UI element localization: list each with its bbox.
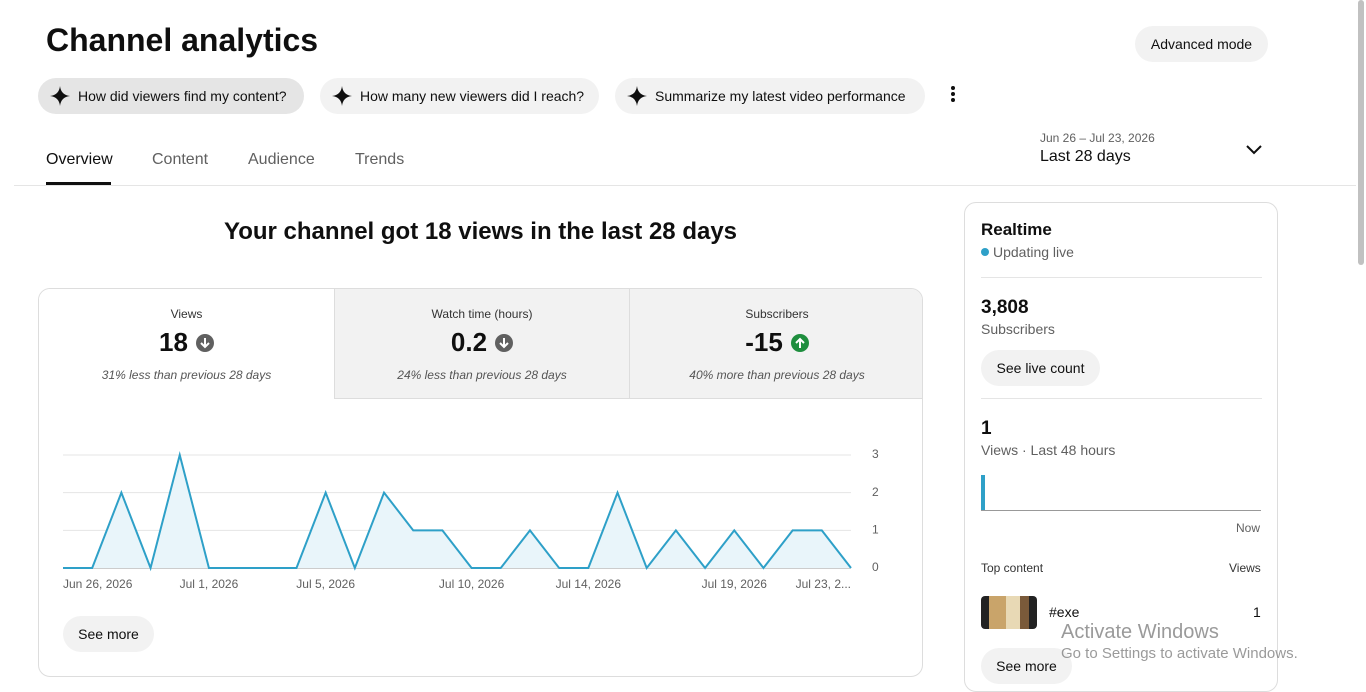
metric-change: 24% less than previous 28 days	[397, 368, 567, 382]
now-label: Now	[1236, 521, 1261, 535]
tab[interactable]: Overview	[46, 151, 113, 168]
metric-tile[interactable]: Subscribers -15 40% more than previous 2…	[629, 289, 922, 399]
more-menu[interactable]	[946, 84, 960, 104]
divider	[981, 277, 1262, 278]
metric-tile[interactable]: Watch time (hours) 0.2 24% less than pre…	[334, 289, 629, 399]
date-label[interactable]: Last 28 days	[1040, 148, 1131, 165]
see-more-button[interactable]: See more	[63, 616, 154, 652]
x-tick-label: Jul 23, 2...	[796, 577, 851, 591]
metric-value: -15	[745, 327, 783, 357]
metric-name: Views	[170, 307, 203, 321]
y-tick-label: 3	[872, 447, 879, 461]
divider	[981, 398, 1262, 399]
y-tick-label: 1	[872, 523, 879, 537]
x-tick-label: Jun 26, 2026	[63, 577, 133, 591]
metric-name: Watch time (hours)	[431, 307, 533, 321]
scrollbar[interactable]	[1358, 0, 1364, 265]
suggestion-chip[interactable]: How did viewers find my content?	[38, 78, 304, 114]
tab[interactable]: Audience	[248, 151, 315, 168]
metric-tile[interactable]: Views 18 31% less than previous 28 days	[39, 289, 334, 399]
views-header: Views	[1229, 561, 1261, 575]
x-tick-label: Jul 10, 2026	[439, 577, 505, 591]
suggestion-text: How did viewers find my content?	[78, 88, 287, 104]
tab[interactable]: Content	[152, 151, 209, 168]
metric-value: 0.2	[450, 327, 488, 357]
item-views: 1	[1253, 604, 1261, 620]
y-tick-label: 2	[872, 485, 879, 499]
suggestion-chip[interactable]: Summarize my latest video performance	[615, 78, 925, 114]
watermark-title: Activate Windows	[1061, 621, 1219, 643]
dropdown-icon[interactable]	[1244, 143, 1264, 157]
tab-underline	[46, 182, 111, 185]
page-title: Channel analytics	[46, 22, 319, 58]
y-tick-label: 0	[872, 560, 879, 574]
x-tick-label: Jul 1, 2026	[180, 577, 239, 591]
views-label: Views · Last 48 hours	[981, 442, 1116, 458]
suggestion-chip[interactable]: How many new viewers did I reach?	[320, 78, 599, 114]
metric-value: 18	[159, 327, 188, 357]
thumbnail[interactable]	[981, 596, 1037, 629]
x-tick-label: Jul 19, 2026	[702, 577, 768, 591]
down-icon	[195, 333, 214, 352]
up-icon	[790, 333, 809, 352]
top-content-label: Top content	[981, 561, 1044, 575]
watermark-subtitle: Go to Settings to activate Windows.	[1061, 645, 1298, 662]
views-count: 1	[981, 418, 992, 439]
headline: Your channel got 18 views in the last 28…	[223, 218, 738, 245]
subscriber-count: 3,808	[981, 297, 1029, 318]
line	[63, 451, 852, 572]
subscriber-label: Subscribers	[981, 321, 1055, 337]
sparkle-icon	[332, 86, 352, 106]
x-tick-label: Jul 5, 2026	[296, 577, 355, 591]
suggestion-text: Summarize my latest video performance	[655, 88, 906, 104]
item-title[interactable]: #exe	[1049, 604, 1080, 620]
date-range: Jun 26 – Jul 23, 2026	[1040, 131, 1155, 145]
sparkle-icon	[50, 86, 70, 106]
area	[63, 455, 851, 568]
suggestion-text: How many new viewers did I reach?	[360, 88, 585, 104]
mini-bar	[981, 475, 985, 510]
metrics-card: Views 18 31% less than previous 28 days …	[38, 288, 923, 677]
realtime-status: Updating live	[993, 244, 1074, 260]
sparkle-icon	[627, 86, 647, 106]
x-tick-label: Jul 14, 2026	[556, 577, 622, 591]
live-dot	[981, 248, 989, 256]
tabs-divider	[14, 185, 1356, 186]
tab[interactable]: Trends	[355, 151, 405, 168]
advanced-mode-button[interactable]: Advanced mode	[1135, 26, 1268, 62]
metric-change: 31% less than previous 28 days	[101, 368, 272, 382]
live-count-button[interactable]: See live count	[981, 350, 1100, 386]
metric-change: 40% more than previous 28 days	[689, 368, 865, 382]
realtime-title: Realtime	[981, 220, 1052, 239]
metric-name: Subscribers	[745, 307, 809, 321]
see-more-button[interactable]: See more	[981, 648, 1072, 684]
views-chart: 0 1 2 3 Jun 26, 2026 Jul 1, 2026 Jul 5, 2026 Ju…	[63, 447, 879, 591]
down-icon	[495, 333, 514, 352]
mini-axis	[981, 510, 1261, 511]
